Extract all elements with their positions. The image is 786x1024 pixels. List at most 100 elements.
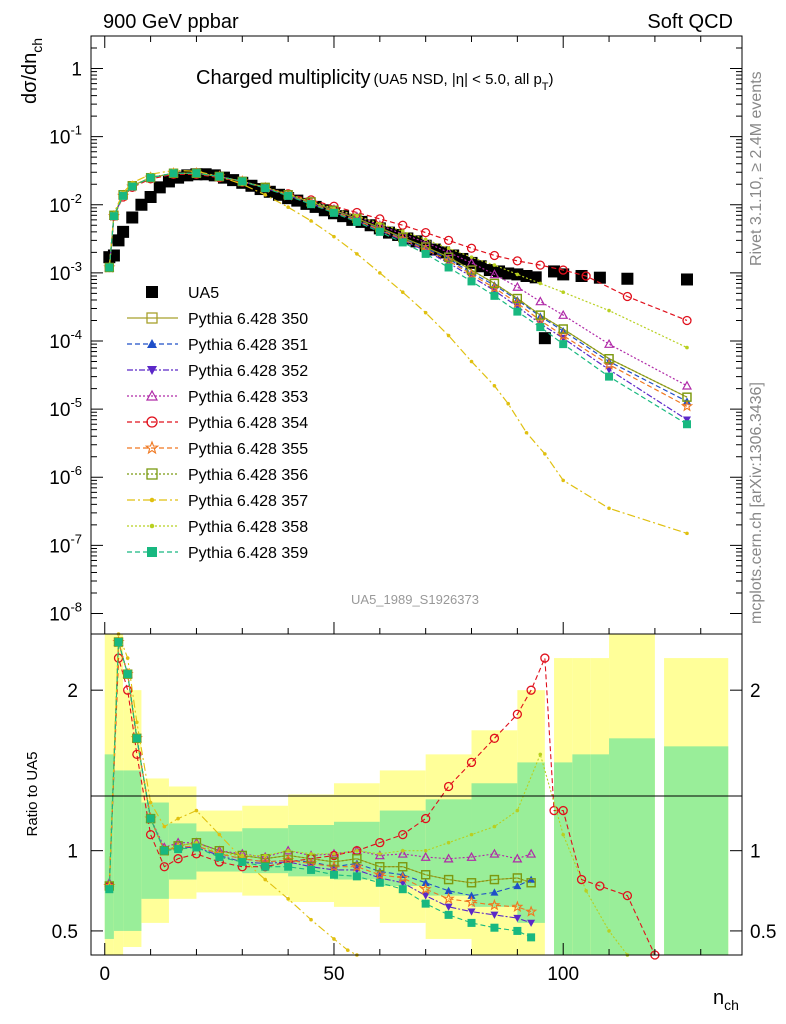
legend-entry: Pythia 6.428 355: [127, 440, 308, 458]
data-point: [423, 310, 428, 315]
ratio-point: [513, 914, 522, 923]
data-point: [604, 354, 614, 364]
data-point: [593, 271, 606, 284]
data-point: [398, 238, 407, 247]
header-right: Soft QCD: [647, 11, 733, 33]
ratio-point: [329, 857, 339, 867]
x-tick-label: 0: [99, 964, 110, 985]
data-point: [535, 310, 545, 320]
data-point: [558, 324, 568, 334]
ratio-point: [215, 853, 224, 862]
data-point: [421, 227, 431, 238]
ratio-point: [132, 749, 142, 760]
legend-label: Pythia 6.428 353: [188, 389, 308, 406]
ratio-point: [490, 888, 499, 896]
ratio-point: [511, 900, 524, 912]
x-tick-label: 50: [323, 964, 344, 985]
series-line: [108, 169, 688, 534]
ratio-point: [345, 948, 350, 952]
data-point: [512, 281, 523, 291]
ratio-bands: [104, 634, 729, 955]
data-point: [682, 315, 692, 326]
ratio-y-tick-label-right: 2: [750, 681, 761, 702]
x-axis-label-subscript: ch: [724, 997, 739, 1013]
y-tick-label: 10-7: [49, 531, 82, 557]
data-point: [492, 383, 497, 388]
data-point: [489, 250, 500, 261]
data-point: [400, 229, 405, 233]
data-point: [443, 252, 454, 262]
ratio-point: [309, 917, 313, 922]
green-band: [517, 762, 545, 923]
ratio-point: [419, 882, 432, 895]
ratio-point: [513, 881, 522, 890]
legend-entry: Pythia 6.428 354: [127, 415, 308, 432]
ratio-point: [421, 899, 430, 908]
data-point: [682, 420, 691, 429]
legend-label: Pythia 6.428 351: [188, 337, 308, 354]
y-tick-label: 10-1: [49, 123, 82, 149]
data-point: [284, 191, 293, 200]
data-point: [685, 345, 689, 350]
legend-label: Pythia 6.428 359: [188, 545, 308, 562]
ratio-plot-frame: [90, 633, 743, 956]
ratio-point: [374, 850, 385, 860]
header-left: 900 GeV ppbar: [103, 11, 239, 33]
ratio-point: [375, 878, 384, 887]
ratio-point: [355, 848, 359, 853]
ratio-point: [466, 851, 477, 861]
ratio-point: [145, 829, 156, 840]
legend-marker: [146, 312, 158, 324]
legend-label: Pythia 6.428 355: [188, 441, 308, 458]
ratio-point: [332, 852, 336, 856]
green-band: [590, 754, 610, 955]
ratio-y-label: Ratio to UA5: [24, 751, 41, 836]
ratio-point: [263, 853, 268, 858]
legend-entry: Pythia 6.428 353: [127, 389, 308, 406]
ratio-panel: 0.5 0.5 1 1 2 2 0 50 100 Ratio to UA5 nch: [24, 632, 776, 1013]
ratio-point: [123, 685, 133, 695]
data-point: [558, 265, 568, 275]
legend-marker: [146, 468, 158, 480]
ratio-point: [490, 911, 499, 919]
ratio-point: [515, 808, 520, 813]
legend-entry: Pythia 6.428 351: [127, 337, 308, 354]
ratio-point: [444, 886, 453, 894]
data-point: [181, 169, 194, 182]
green-band: [123, 770, 142, 931]
ratio-point: [538, 752, 543, 757]
y-tick-label: 1: [71, 60, 82, 81]
ratio-point: [489, 848, 500, 858]
data-point: [681, 380, 693, 390]
ratio-point: [512, 709, 523, 719]
title-sub-subscript: T: [542, 81, 549, 93]
ratio-point: [549, 805, 559, 816]
ratio-point: [192, 843, 201, 852]
ratio-point: [526, 685, 536, 695]
data-point: [685, 531, 689, 536]
data-point: [535, 296, 546, 306]
ratio-y-tick-label: 0.5: [52, 922, 78, 943]
green-band: [471, 783, 518, 907]
ratio-point: [527, 919, 536, 927]
legend-label: Pythia 6.428 358: [188, 519, 308, 536]
y-tick-label: 10-6: [49, 463, 82, 489]
data-point: [119, 191, 128, 200]
legend-marker: [146, 416, 158, 428]
legend-marker: [147, 547, 157, 557]
ratio-point: [400, 848, 405, 853]
ratio-point: [238, 857, 247, 866]
watermark: UA5_1989_S1926373: [351, 592, 479, 607]
data-point: [398, 220, 408, 230]
data-point: [604, 338, 615, 348]
data-point: [467, 277, 476, 286]
ratio-point: [446, 840, 451, 845]
ratio-point: [125, 656, 130, 660]
y-tick-label: 10-8: [49, 599, 82, 625]
ratio-point: [467, 908, 476, 916]
legend-entry: Pythia 6.428 359: [127, 545, 308, 562]
ratio-point: [398, 862, 408, 872]
ratio-point: [512, 873, 523, 883]
data-point: [538, 332, 551, 345]
data-point: [329, 208, 338, 217]
